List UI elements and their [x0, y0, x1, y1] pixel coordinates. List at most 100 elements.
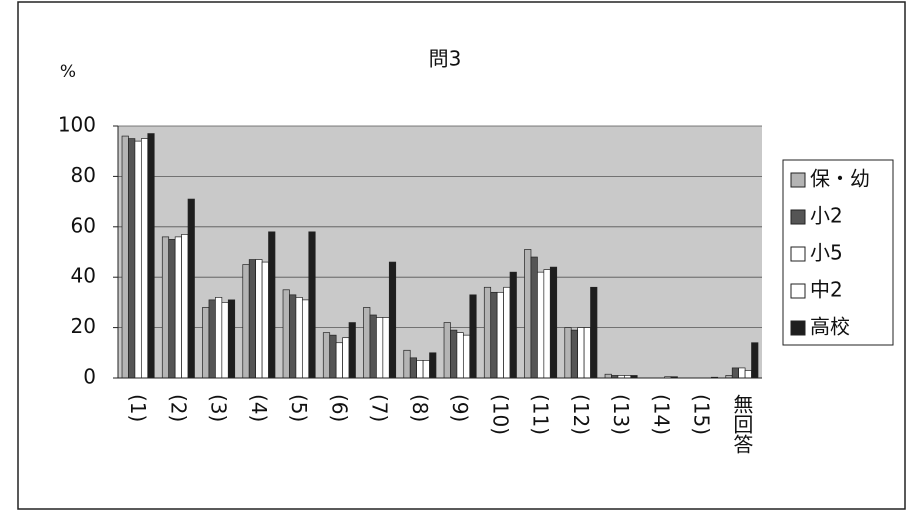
- bar: [342, 337, 350, 379]
- x-tick-label: (8): [408, 394, 432, 422]
- bar: [140, 138, 149, 379]
- y-tick-label: 20: [71, 314, 96, 338]
- bar: [261, 261, 269, 379]
- bar: [295, 297, 303, 379]
- bar: [462, 334, 471, 379]
- bar: [227, 299, 236, 379]
- y-tick-label: 100: [58, 113, 96, 137]
- bar: [255, 259, 263, 379]
- bar: [416, 360, 424, 379]
- bar: [549, 266, 558, 379]
- bar: [282, 289, 290, 379]
- legend-swatch: [790, 209, 806, 225]
- bar: [530, 256, 538, 379]
- y-tick-label: 60: [71, 213, 96, 237]
- bar: [543, 269, 551, 379]
- bar: [301, 299, 310, 379]
- bar: [208, 299, 216, 379]
- x-tick-label: (5): [287, 394, 311, 422]
- x-tick-label: (7): [368, 394, 392, 422]
- bar: [242, 264, 250, 379]
- x-tick-label: (15): [690, 394, 714, 435]
- bar: [168, 239, 176, 379]
- bar: [202, 307, 210, 379]
- legend-swatch: [790, 283, 806, 299]
- bar: [483, 286, 492, 379]
- legend-swatch: [790, 246, 806, 262]
- bar: [376, 317, 384, 379]
- bar: [564, 327, 572, 379]
- bar: [363, 307, 371, 379]
- bar: [187, 198, 195, 379]
- y-tick-label: 40: [71, 264, 96, 288]
- x-tick-label: (4): [247, 394, 271, 422]
- bar: [289, 294, 297, 379]
- x-tick-label: (6): [327, 394, 351, 422]
- bar: [134, 140, 142, 379]
- bar: [751, 342, 759, 379]
- legend-label: 保・幼: [810, 167, 870, 191]
- bar: [348, 322, 356, 379]
- x-tick-label: (13): [609, 394, 633, 435]
- legend-swatch: [790, 172, 806, 188]
- bar: [308, 231, 316, 379]
- bar: [450, 329, 458, 379]
- bar: [443, 322, 451, 379]
- bar: [456, 332, 464, 379]
- x-tick-label: (2): [166, 394, 190, 422]
- bar: [248, 259, 257, 379]
- bar: [429, 352, 437, 379]
- bar: [221, 302, 229, 379]
- x-tick-label: (11): [529, 394, 553, 435]
- bar: [509, 271, 517, 379]
- legend-label: 中2: [810, 278, 843, 302]
- bar: [174, 236, 182, 379]
- bar: [496, 291, 504, 379]
- x-tick-label: (3): [207, 394, 231, 422]
- bar: [388, 261, 397, 379]
- bar: [577, 327, 585, 379]
- bar: [422, 360, 430, 379]
- bar: [537, 271, 545, 379]
- bar: [503, 286, 511, 379]
- x-tick-label: (9): [448, 394, 472, 422]
- bar: [604, 373, 612, 379]
- bar: [322, 332, 331, 379]
- bar: [731, 367, 740, 379]
- legend-swatch: [790, 320, 806, 336]
- legend-label: 高校: [810, 315, 850, 339]
- bar: [744, 370, 752, 379]
- x-tick-label: 無回答: [730, 394, 754, 454]
- y-tick-label: 80: [71, 163, 96, 187]
- bar: [409, 357, 418, 379]
- legend-label: 小2: [810, 204, 843, 228]
- bar: [382, 317, 390, 379]
- bar: [215, 297, 223, 379]
- x-tick-label: (12): [569, 394, 593, 435]
- bar: [335, 342, 343, 379]
- bar: [738, 367, 746, 379]
- y-axis-label: %: [60, 62, 76, 82]
- bar: [128, 138, 136, 379]
- bar: [268, 231, 276, 379]
- bar: [590, 286, 598, 379]
- bar: [403, 349, 411, 379]
- bar: [161, 236, 170, 379]
- x-tick-label: (10): [488, 394, 512, 435]
- chart-title: 問3: [429, 47, 462, 71]
- bar: [181, 234, 189, 379]
- legend-label: 小5: [810, 241, 843, 265]
- bar: [121, 135, 129, 379]
- bar: [147, 133, 155, 379]
- bar: [329, 334, 337, 379]
- bar: [570, 329, 579, 379]
- x-tick-label: (1): [126, 394, 150, 422]
- bar: [369, 314, 377, 379]
- y-tick-label: 0: [83, 365, 96, 389]
- bar: [490, 291, 498, 379]
- bar: [583, 327, 591, 379]
- bar: [469, 294, 477, 379]
- bar: [524, 249, 532, 379]
- x-tick-label: (14): [649, 394, 673, 435]
